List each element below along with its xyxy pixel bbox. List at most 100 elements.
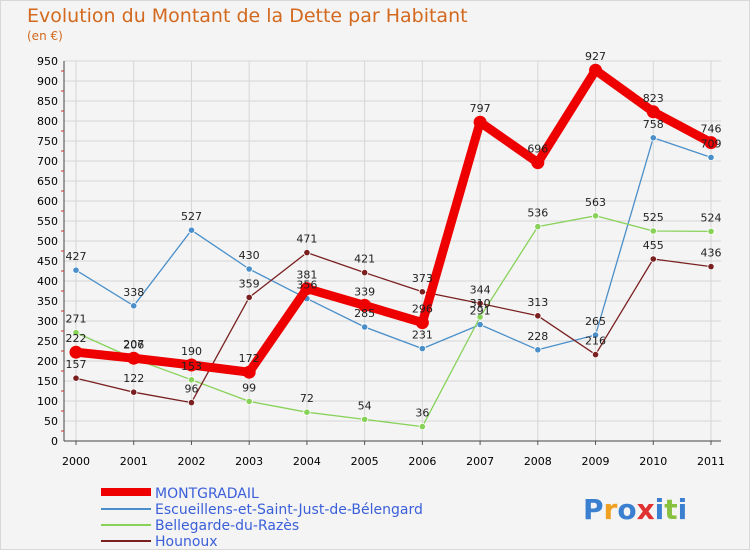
data-label: 758 (643, 118, 664, 131)
series-line-0 (71, 65, 716, 377)
data-label: 344 (470, 283, 491, 296)
data-point (707, 262, 715, 271)
data-point (72, 374, 80, 382)
data-point (415, 316, 429, 330)
y-tick-label: 900 (37, 75, 58, 88)
y-tick-label: 550 (37, 215, 58, 228)
data-label: 430 (239, 249, 260, 262)
legend-label: Hounoux (155, 534, 218, 550)
data-label: 207 (123, 338, 144, 351)
plot-area (64, 61, 721, 441)
data-point (300, 282, 314, 296)
series-lines (69, 63, 718, 431)
y-tick-label: 600 (37, 195, 58, 208)
data-label: 563 (585, 196, 606, 209)
data-point (245, 265, 253, 273)
data-label: 216 (585, 335, 606, 348)
legend-swatch (101, 488, 151, 496)
data-labels: 222 207 190 172 381 339 296 797 696 927 823 746 427 3… (66, 50, 722, 419)
y-tick-label: 800 (37, 115, 58, 128)
y-tick-label: 300 (37, 315, 58, 328)
data-point (418, 422, 426, 431)
x-tick-label: 2011 (697, 455, 725, 468)
y-tick-label: 450 (37, 255, 58, 268)
data-label: 797 (470, 102, 491, 115)
data-point (72, 328, 80, 337)
data-label: 525 (643, 211, 664, 224)
data-label: 381 (296, 269, 317, 282)
data-label: 471 (296, 233, 317, 246)
proxiti-logo-text: Proxiti (583, 493, 687, 526)
data-label: 927 (585, 50, 606, 63)
y-tick-label: 150 (37, 375, 58, 388)
data-point (245, 397, 253, 405)
data-point (534, 223, 542, 231)
x-tick-label: 2004 (293, 455, 321, 468)
data-point (184, 358, 198, 372)
y-tick-label: 650 (37, 175, 58, 188)
x-tick-label: 2002 (177, 455, 205, 468)
data-label: 455 (643, 239, 664, 252)
data-point (361, 268, 369, 277)
data-point (646, 105, 660, 119)
data-point (361, 415, 369, 423)
data-label: 285 (354, 307, 375, 320)
x-tick-label: 2010 (639, 455, 667, 468)
data-point (187, 376, 196, 384)
x-tick-label: 2009 (582, 455, 610, 468)
series-line-1 (75, 137, 712, 351)
data-label: 313 (527, 296, 548, 309)
y-tick-label: 350 (37, 295, 58, 308)
data-label: 122 (123, 372, 144, 385)
data-label: 373 (412, 272, 433, 285)
legend-label: MONTGRADAIL (155, 486, 259, 502)
data-label: 231 (412, 329, 433, 342)
y-tick-label: 100 (37, 395, 58, 408)
grid (64, 60, 721, 442)
data-point (649, 134, 657, 142)
data-label: 72 (300, 392, 314, 405)
data-point (361, 323, 369, 331)
data-point (476, 320, 484, 329)
data-label: 421 (354, 253, 375, 266)
series-line-3 (75, 251, 712, 404)
data-label: 436 (701, 247, 722, 260)
axes: 0 50 100 150 200 250 300 350 400 450 500 550 600 650 7… (37, 55, 725, 468)
y-tick-label: 50 (44, 415, 58, 428)
x-tick-label: 2008 (524, 455, 552, 468)
data-label: 823 (643, 92, 664, 105)
data-label: 356 (296, 279, 317, 292)
data-label: 296 (412, 303, 433, 316)
data-label: 524 (701, 211, 722, 224)
y-tick-label: 500 (37, 235, 58, 248)
data-label: 291 (470, 305, 491, 318)
data-point (707, 227, 715, 235)
data-label: 99 (242, 381, 256, 394)
data-point (418, 344, 426, 353)
data-point (358, 298, 372, 312)
data-point (245, 293, 253, 301)
data-label: 310 (470, 297, 491, 310)
y-tick-label: 750 (37, 135, 58, 148)
data-point (707, 153, 715, 161)
data-label: 339 (354, 285, 375, 298)
y-tick-label: 400 (37, 275, 58, 288)
data-point (130, 302, 138, 310)
y-tick-label: 200 (37, 355, 58, 368)
data-point (127, 351, 141, 365)
data-label: 338 (123, 286, 144, 299)
data-label: 271 (66, 313, 87, 326)
data-label: 359 (239, 277, 260, 290)
data-point (303, 249, 311, 257)
data-label: 709 (701, 137, 722, 150)
data-point (72, 266, 80, 274)
data-label: 36 (415, 407, 429, 420)
y-axis-unit: (en €) (27, 29, 63, 43)
x-tick-label: 2003 (235, 455, 263, 468)
data-label: 265 (585, 315, 606, 328)
y-tick-label: 850 (37, 95, 58, 108)
data-point (187, 398, 196, 407)
y-tick-label: 950 (37, 55, 58, 68)
